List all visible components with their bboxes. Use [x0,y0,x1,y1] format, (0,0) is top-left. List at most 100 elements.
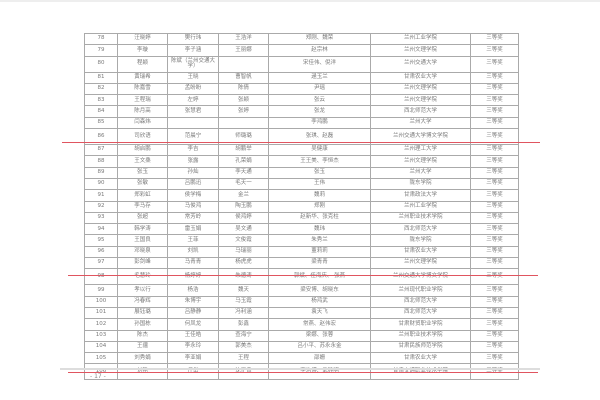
cell-index: 99 [84,284,118,297]
cell-student-1: 陈杰 [117,329,168,342]
cell-advisor: 尹瑶 [268,82,371,96]
cell-student-1: 张玉 [117,166,168,179]
cell-index: 97 [84,257,118,270]
cell-student-3: 王浩洋 [218,32,269,46]
cell-index: 102 [84,318,118,331]
cell-student-2: 朱博宇 [167,295,219,308]
cell-student-3: 冯利涵 [218,306,269,320]
cell-student-1: 王程瑞 [117,94,168,107]
cell-school: 兰州文理学院 [370,257,471,270]
cell-student-2: 李吉 [167,144,219,157]
cell-school: 兰州大学 [370,116,471,130]
cell-advisor: 张玉 [268,166,371,179]
cell-index: 100 [84,295,118,308]
cell-index: 84 [84,105,118,118]
cell-student-1: 黄瑞希 [117,71,168,84]
cell-index: 105 [84,352,118,365]
cell-student-2: 常芳岭 [167,211,219,225]
cell-award: 三等奖 [470,32,519,46]
page-bottom-edge [60,368,540,370]
cell-advisor: 赵新华、张克柱 [268,211,371,225]
cell-school: 甘肃政法大学 [370,189,471,202]
cell-index: 85 [84,116,118,130]
cell-index: 101 [84,306,118,320]
cell-award: 三等奖 [470,94,519,107]
table-row: 94 韩学涛 雷玉娟 吴文通 魏玮 西北师范大学 三等奖 [84,223,519,236]
awards-table: 78 汪晓婷 樊行玮 王浩洋 郑刚、魏荣 兰州工业学院 三等奖 79 李璇 李子涵 王丽娜 赵宗林 兰州… [84,32,519,381]
cell-advisor: 梁娜、张蓉 [268,329,371,342]
cell-school: 西北师范大学 [370,295,471,308]
cell-index: 96 [84,245,118,259]
cell-school: 西北师范大学 [370,306,471,320]
cell-award: 三等奖 [470,329,519,342]
table-row: 89 张玉 孙灿 李天通 张玉 兰州大学 三等奖 [84,166,519,179]
cell-student-2: 何凤龙 [167,318,219,331]
cell-index: 106 [84,363,118,381]
cell-index: 79 [84,44,118,57]
cell-school: 甘肃民族师范学院 [370,340,471,354]
cell-advisor: 魏玮 [268,223,371,236]
cell-award: 三等奖 [470,105,519,118]
cell-student-3: 张颖 [218,94,269,107]
cell-school: 西北师范大学 [370,105,471,118]
red-annotation-line [68,372,538,373]
cell-student-3: 金兰 [218,189,269,202]
cell-student-1: 闫森炜 [117,116,168,130]
cell-student-3: 杨虎虎 [218,257,269,270]
table-row: 83 王程瑞 左婷 张颖 张云 兰州文理学院 三等奖 [84,94,519,107]
cell-school: 兰州大学 [370,166,471,179]
cell-award: 三等奖 [470,340,519,354]
cell-award: 三等奖 [470,71,519,84]
cell-award: 三等奖 [470,55,519,73]
cell-student-3: 文俊霞 [218,234,269,247]
cell-student-3: 张婷 [218,105,269,118]
cell-student-1: 胡启鹏 [117,144,168,157]
cell-student-1: 王疆 [117,340,168,354]
cell-advisor: 郑刚 [268,200,371,213]
cell-index: 82 [84,82,118,96]
cell-student-3: 魏天 [218,284,269,297]
table-row: 78 汪晓婷 樊行玮 王浩洋 郑刚、魏荣 兰州工业学院 三等奖 [84,32,519,46]
cell-index: 94 [84,223,118,236]
table-row: 104 王疆 李永玲 郭美杰 吕小平、苏永永金 甘肃民族师范学院 三等奖 [84,340,519,354]
cell-student-3: 毛天一 [218,177,269,191]
cell-advisor: 朱秀兰 [268,234,371,247]
cell-student-2: 马青青 [167,257,219,270]
cell-student-2: 孙灿 [167,166,219,179]
cell-school: 兰州文理学院 [370,82,471,96]
cell-advisor: 吴健康 [268,144,371,157]
cell-index: 90 [84,177,118,191]
cell-student-1: 李璇 [117,44,168,57]
cell-award: 三等奖 [470,144,519,157]
cell-student-1: 汪晓婷 [117,32,168,46]
table-row: 85 闫森炜 李鸿鹏 兰州大学 三等奖 [84,116,519,130]
cell-school: 甘肃农业大学 [370,245,471,259]
table-row: 97 彭剑峰 马青青 杨虎虎 梁青青 兰州文理学院 三等奖 [84,257,519,270]
cell-student-3: 朱德涛 [218,268,269,286]
cell-award: 三等奖 [470,155,519,168]
cell-school: 兰州理工大学 [370,144,471,157]
cell-index: 95 [84,234,118,247]
cell-award: 三等奖 [470,223,519,236]
cell-advisor: 王王美、李恒杰 [268,155,371,168]
cell-award: 三等奖 [470,200,519,213]
cell-school: 兰州交通大学博文学院 [370,268,471,286]
cell-award: 三等奖 [470,257,519,270]
cell-student-2: 陈斌（兰州交通大学） [167,55,219,73]
cell-advisor: 张龙 [268,105,371,118]
cell-student-3: 曹智帆 [218,71,269,84]
cell-student-2 [167,116,219,130]
table-row: 82 陈嘉雪 孟盼盼 陈倩 尹瑶 兰州文理学院 三等奖 [84,82,519,96]
cell-student-3: 马瑞丽 [218,245,269,259]
cell-student-2: 杨浩 [167,284,219,297]
cell-student-2: 王晓 [167,71,219,84]
cell-student-2: 杨婷婷 [167,268,219,286]
cell-index: 103 [84,329,118,342]
cell-advisor: 杨鸿武 [268,295,371,308]
cell-student-3: 李天通 [218,166,269,179]
page-number: - 17 - [90,373,106,380]
cell-advisor: 梁青青 [268,257,371,270]
cell-award: 三等奖 [470,352,519,365]
cell-award: 三等奖 [470,82,519,96]
table-row: 100 冯春辉 朱博宇 马玉霞 杨鸿武 西北师范大学 三等奖 [84,295,519,308]
